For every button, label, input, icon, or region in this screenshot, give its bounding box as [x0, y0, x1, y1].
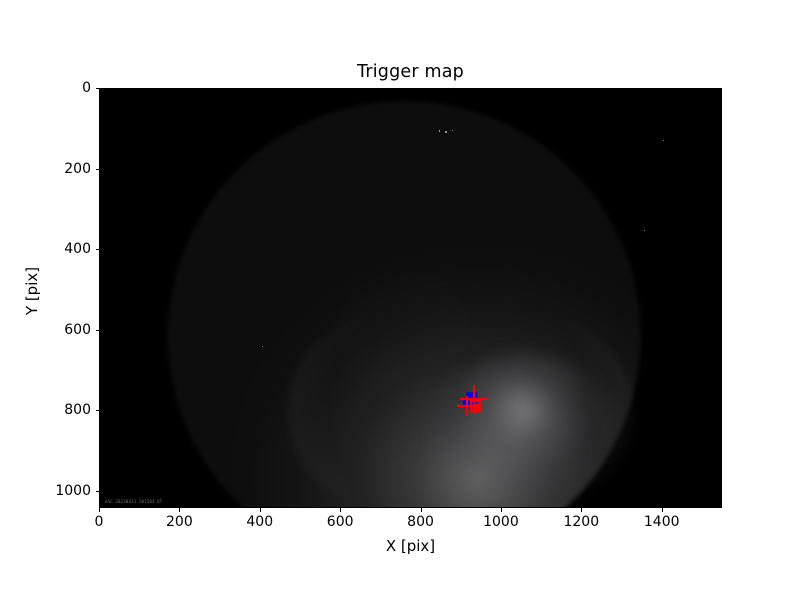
x-tick-mark: [259, 508, 261, 512]
x-tick-label: 1000: [483, 514, 519, 530]
x-tick-label: 800: [407, 514, 434, 530]
star-point: [643, 229, 646, 232]
x-tick-mark: [661, 508, 663, 512]
y-tick-mark: [95, 168, 99, 170]
y-tick-label: 800: [64, 402, 91, 419]
x-tick-label: 200: [166, 514, 193, 530]
y-tick-mark: [95, 88, 99, 89]
y-tick-label: 400: [64, 241, 91, 258]
frame-timestamp-overlay: ASC 20230421 201503 UT: [105, 499, 163, 504]
x-tick-mark: [340, 508, 342, 512]
star-point: [662, 139, 665, 142]
red-circle-marker: [472, 403, 482, 413]
sky-image: [99, 88, 722, 508]
x-tick-label: 1400: [643, 514, 680, 530]
x-tick-mark: [420, 508, 422, 512]
star-point: [438, 130, 441, 132]
star-point: [445, 131, 448, 133]
x-tick-mark: [99, 508, 100, 512]
x-tick-label: 400: [246, 514, 274, 530]
y-tick-label: 0: [82, 80, 91, 96]
x-tick-mark: [581, 508, 583, 512]
star-point: [261, 345, 264, 348]
y-tick-mark: [95, 490, 99, 492]
x-tick-label: 600: [326, 514, 354, 530]
y-tick-mark: [95, 410, 99, 412]
y-tick-label: 1000: [55, 482, 91, 499]
x-tick-mark: [500, 508, 502, 512]
y-tick-label: 600: [64, 321, 91, 338]
y-axis-label: Y [pix]: [23, 266, 41, 316]
source-glow: [429, 352, 617, 496]
y-tick-mark: [95, 329, 99, 331]
x-axis-label: X [pix]: [385, 537, 436, 555]
x-tick-mark: [179, 508, 181, 512]
star-point: [451, 129, 454, 132]
y-tick-mark: [95, 249, 99, 251]
x-tick-label: 0: [94, 514, 104, 530]
page-title: Trigger map: [357, 62, 464, 82]
blue-circle-marker: [462, 398, 474, 409]
y-tick-label: 200: [64, 160, 91, 177]
x-tick-label: 1200: [563, 514, 600, 530]
plot-area[interactable]: ASC 20230421 201503 UT: [99, 88, 722, 508]
